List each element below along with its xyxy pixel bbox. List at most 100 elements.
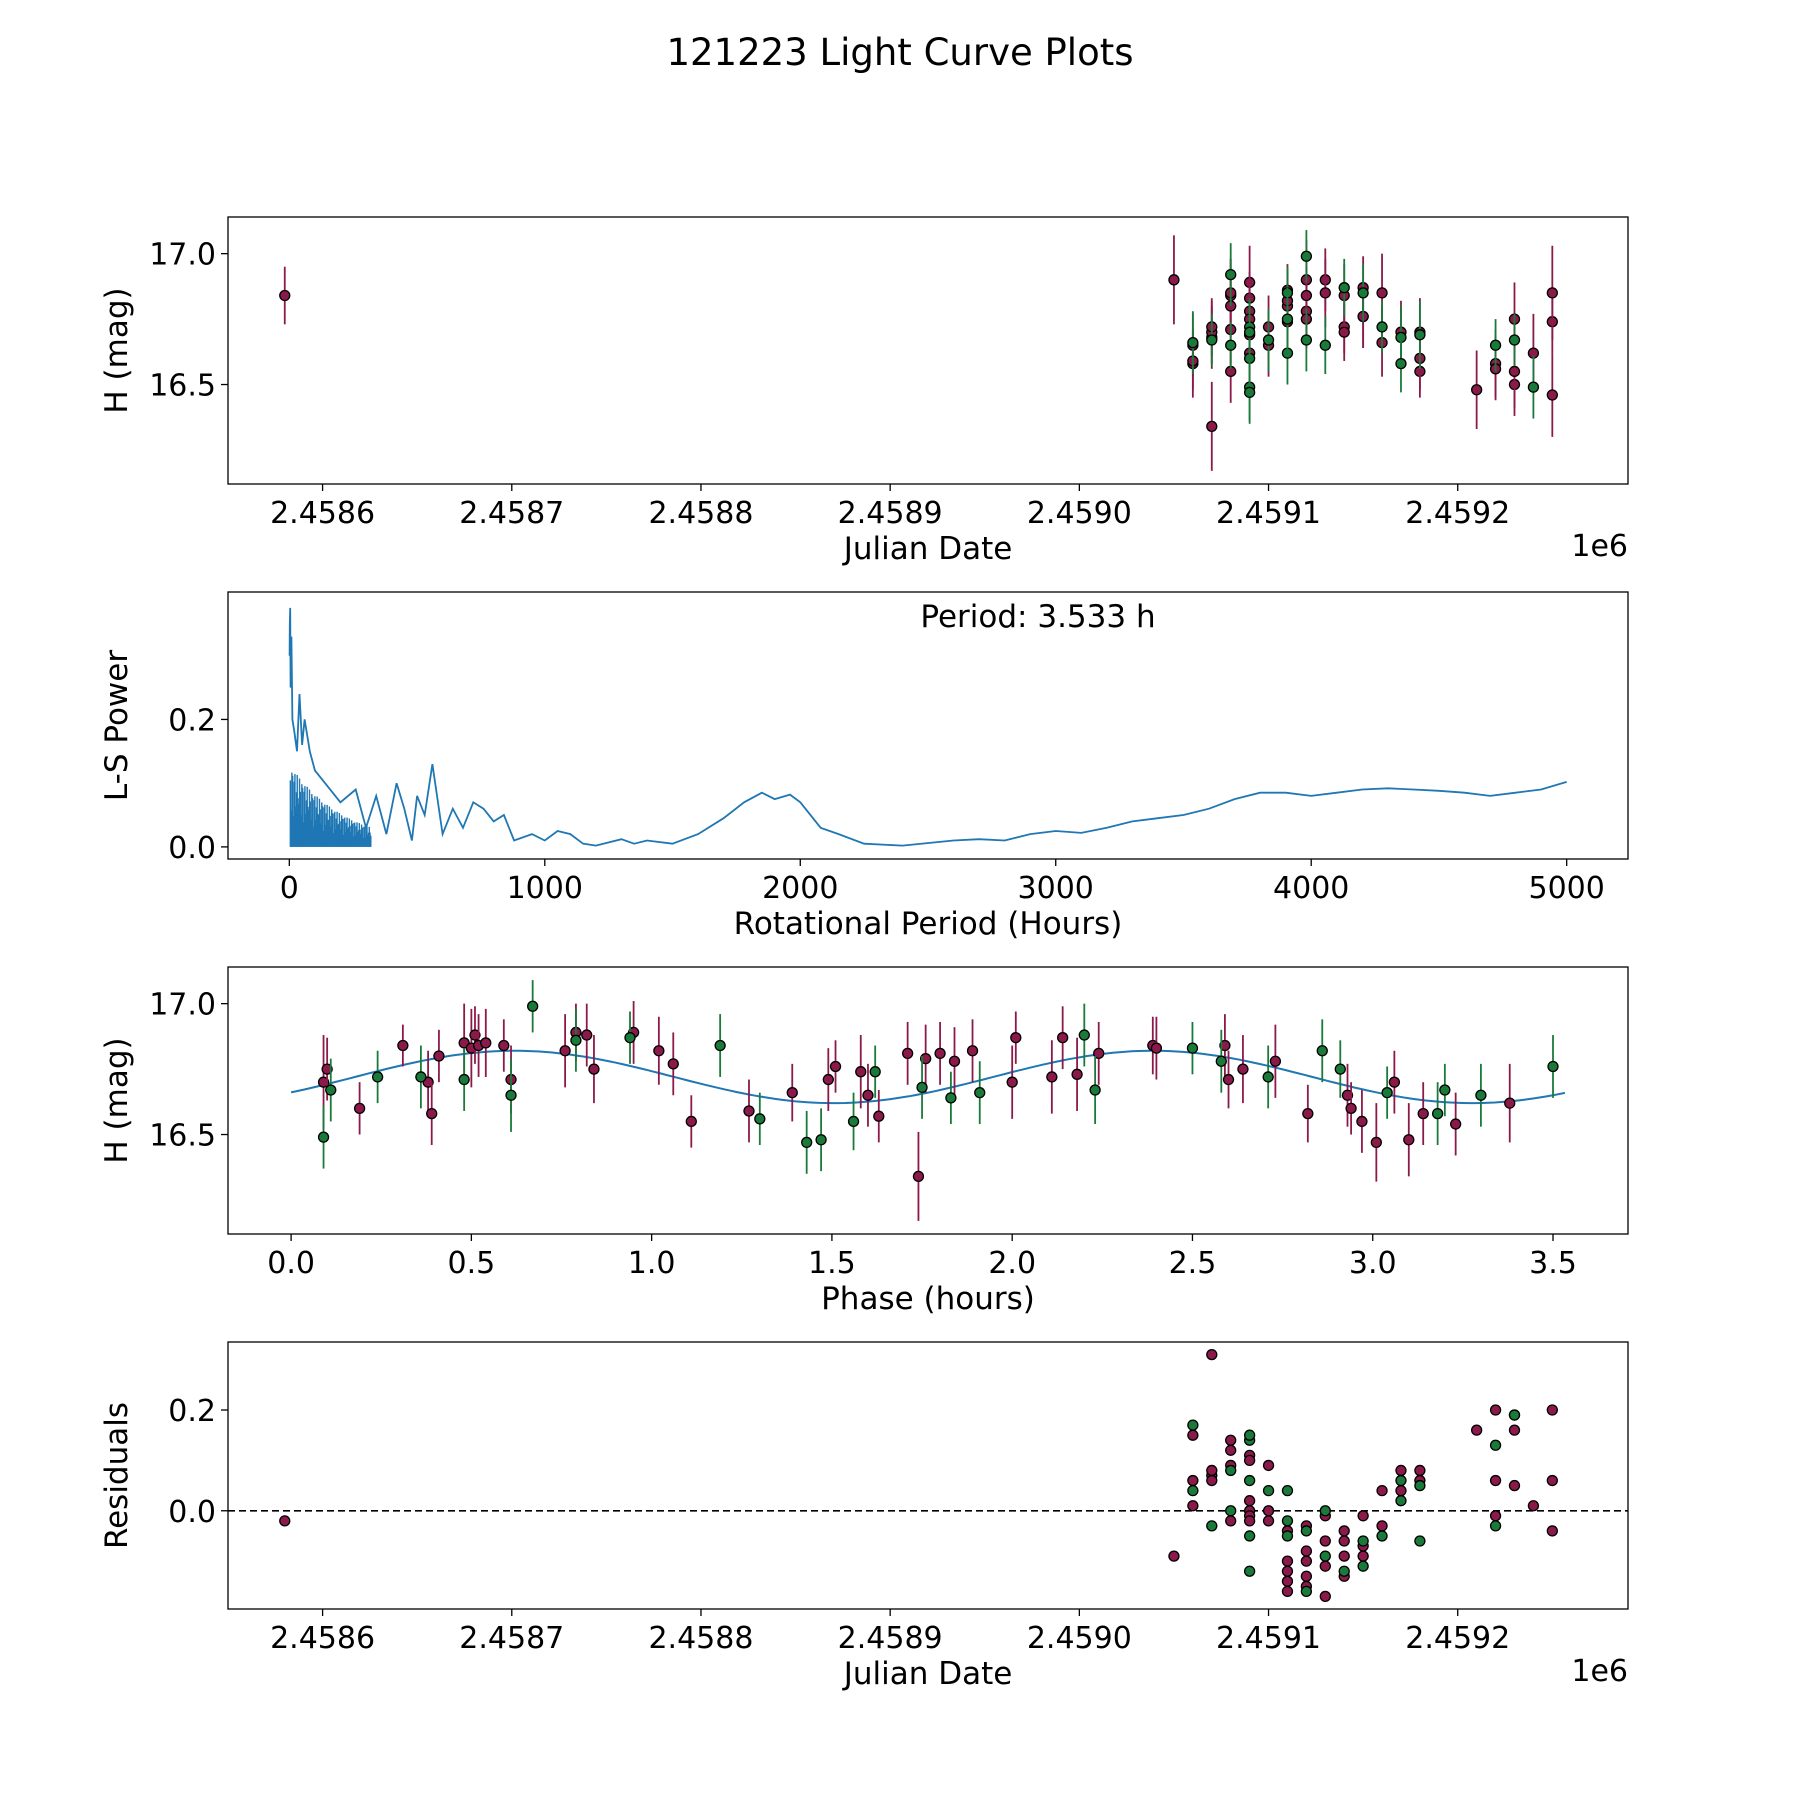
axes-frame	[227, 216, 1629, 485]
data-point	[1243, 1565, 1256, 1577]
data-point	[1489, 1404, 1502, 1416]
data-point	[1187, 1474, 1199, 1487]
data-point	[1302, 1107, 1314, 1120]
data-point	[815, 1134, 827, 1146]
data-point	[1338, 1550, 1350, 1562]
data-point	[1225, 268, 1237, 281]
data-point	[1489, 1510, 1502, 1522]
data-point	[1319, 1560, 1331, 1572]
axes-frame	[227, 591, 1629, 860]
x-tick-label: 1000	[507, 871, 583, 906]
data-point	[371, 1071, 384, 1083]
data-point	[279, 289, 291, 302]
data-point	[1508, 1409, 1521, 1421]
data-point	[1206, 1464, 1218, 1477]
data-point	[1206, 1474, 1218, 1487]
data-point	[1417, 1107, 1429, 1120]
data-point	[1300, 1545, 1313, 1557]
data-point	[397, 1039, 409, 1052]
data-point	[1262, 1484, 1275, 1497]
x-tick-label: 2.4591	[1216, 496, 1321, 531]
data-point	[1300, 1570, 1313, 1582]
data-point	[624, 1032, 636, 1044]
data-point	[786, 1086, 798, 1099]
data-point	[1281, 1515, 1294, 1527]
data-point	[934, 1047, 946, 1060]
data-point	[317, 1076, 330, 1088]
data-point	[829, 1060, 842, 1073]
data-point	[1546, 1404, 1558, 1416]
data-point	[1206, 334, 1218, 346]
data-point	[1414, 1464, 1426, 1477]
data-point	[1300, 289, 1313, 302]
plot-area	[228, 1348, 1628, 1603]
data-point	[1395, 357, 1407, 370]
panel-lightcurve: 2.4586 2.4587 2.4588 2.4589 2.4590 2.4591 2.45…	[99, 216, 1629, 567]
data-point	[1338, 1525, 1350, 1537]
data-point	[754, 1113, 766, 1125]
data-point	[1357, 287, 1369, 299]
y-tick-label: 0.0	[168, 831, 216, 866]
data-point	[916, 1081, 928, 1094]
data-point	[1243, 1454, 1256, 1467]
data-point	[415, 1071, 427, 1083]
data-point	[1316, 1045, 1328, 1057]
data-point	[426, 1107, 438, 1120]
period-annotation: Period: 3.533 h	[920, 599, 1155, 635]
data-point	[1450, 1118, 1462, 1130]
y-axis-label: H (mag)	[99, 287, 135, 413]
periodogram-spikes	[289, 772, 372, 847]
x-axis-label: Julian Date	[842, 531, 1013, 567]
plot-area	[279, 230, 1558, 471]
data-point	[1345, 1102, 1357, 1115]
panel-periodogram: 0 1000 2000 3000 4000 5000 0.0 0.2 Rotational Pe…	[99, 591, 1629, 942]
data-point	[1338, 1535, 1350, 1547]
data-point	[1489, 1439, 1502, 1451]
data-point	[1546, 389, 1558, 401]
data-point	[1071, 1068, 1083, 1080]
y-tick-label: 17.0	[149, 238, 216, 273]
data-point	[317, 1131, 330, 1143]
x-tick-label: 2.4589	[838, 1621, 943, 1656]
data-point	[945, 1092, 957, 1104]
x-tick-label: 2.4592	[1405, 496, 1510, 531]
x-offset-label: 1e6	[1571, 529, 1628, 564]
data-point	[505, 1089, 517, 1101]
data-point	[1243, 1530, 1256, 1542]
plot-area	[290, 980, 1566, 1221]
data-point	[1243, 1474, 1256, 1487]
data-point	[1046, 1071, 1058, 1083]
data-point	[920, 1052, 932, 1065]
data-point	[1338, 1565, 1350, 1577]
data-point	[1281, 1484, 1294, 1497]
x-tick-label: 1.0	[628, 1246, 676, 1281]
data-point	[1300, 250, 1313, 262]
data-point	[1262, 1515, 1275, 1527]
y-tick-label: 0.2	[168, 1394, 216, 1429]
axes-frame	[227, 966, 1629, 1235]
data-point	[1319, 287, 1331, 299]
data-point	[1187, 1500, 1199, 1512]
data-point	[1281, 1555, 1294, 1567]
data-point	[653, 1045, 665, 1057]
data-point	[873, 1110, 885, 1122]
data-point	[847, 1115, 860, 1128]
data-point	[1225, 1505, 1237, 1517]
data-point	[1547, 1060, 1559, 1073]
data-point	[1300, 1555, 1313, 1567]
data-point	[1225, 1515, 1237, 1527]
data-point	[1243, 1515, 1256, 1527]
x-axis-label: Rotational Period (Hours)	[734, 906, 1123, 942]
data-point	[1356, 1115, 1368, 1128]
data-point	[1489, 1520, 1502, 1532]
data-point	[1414, 1479, 1426, 1492]
x-tick-label: 3.0	[1349, 1246, 1397, 1281]
data-point	[1319, 339, 1331, 351]
data-point	[862, 1089, 874, 1101]
data-point	[1225, 1464, 1237, 1477]
data-point	[1508, 1479, 1521, 1492]
data-point	[279, 1515, 291, 1527]
x-tick-label: 2.4591	[1216, 1621, 1321, 1656]
x-tick-label: 0.0	[267, 1246, 315, 1281]
